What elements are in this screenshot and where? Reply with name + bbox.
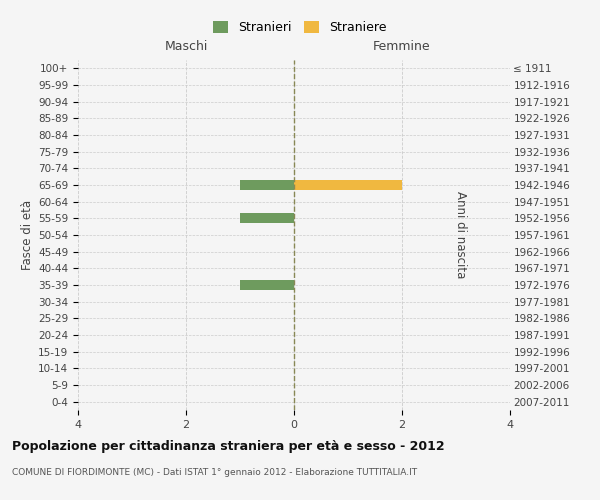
- Y-axis label: Anni di nascita: Anni di nascita: [454, 192, 467, 278]
- Y-axis label: Fasce di età: Fasce di età: [21, 200, 34, 270]
- Bar: [294, 180, 402, 190]
- Legend: Stranieri, Straniere: Stranieri, Straniere: [208, 16, 392, 40]
- Bar: [240, 180, 294, 190]
- Bar: [240, 280, 294, 290]
- Bar: [240, 214, 294, 224]
- Text: Maschi: Maschi: [164, 40, 208, 53]
- Text: Femmine: Femmine: [373, 40, 431, 53]
- Text: COMUNE DI FIORDIMONTE (MC) - Dati ISTAT 1° gennaio 2012 - Elaborazione TUTTITALI: COMUNE DI FIORDIMONTE (MC) - Dati ISTAT …: [12, 468, 417, 477]
- Text: Popolazione per cittadinanza straniera per età e sesso - 2012: Popolazione per cittadinanza straniera p…: [12, 440, 445, 453]
